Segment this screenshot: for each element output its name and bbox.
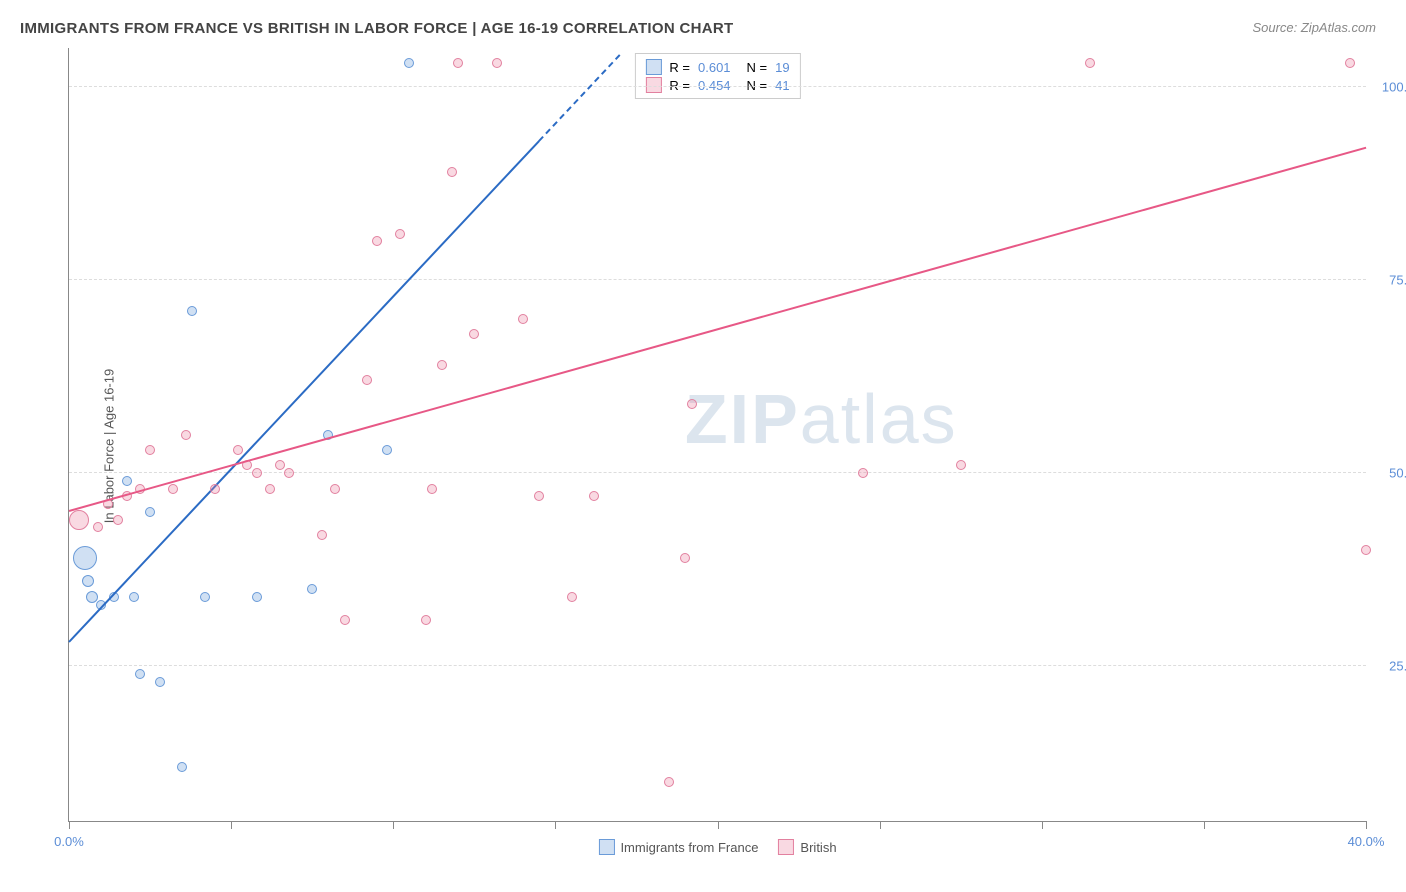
x-tick <box>69 821 70 829</box>
data-point-british <box>447 167 457 177</box>
data-point-france <box>200 592 210 602</box>
data-point-british <box>956 460 966 470</box>
data-point-british <box>181 430 191 440</box>
data-point-british <box>589 491 599 501</box>
data-point-british <box>469 329 479 339</box>
n-value-france: 19 <box>775 60 789 75</box>
x-tick <box>1042 821 1043 829</box>
data-point-british <box>1361 545 1371 555</box>
data-point-british <box>252 468 262 478</box>
data-point-british <box>284 468 294 478</box>
gridline <box>69 279 1366 280</box>
data-point-france <box>155 677 165 687</box>
trend-line-british <box>69 147 1367 512</box>
data-point-british <box>362 375 372 385</box>
trend-line-france <box>538 54 621 142</box>
data-point-british <box>437 360 447 370</box>
data-point-france <box>404 58 414 68</box>
y-tick-label: 75.0% <box>1389 272 1406 287</box>
data-point-british <box>427 484 437 494</box>
watermark-part1: ZIP <box>685 380 800 458</box>
data-point-france <box>122 476 132 486</box>
data-point-france <box>73 546 97 570</box>
data-point-british <box>518 314 528 324</box>
series-label-france: Immigrants from France <box>620 840 758 855</box>
data-point-british <box>93 522 103 532</box>
y-tick-label: 25.0% <box>1389 659 1406 674</box>
gridline <box>69 665 1366 666</box>
x-tick <box>1366 821 1367 829</box>
data-point-british <box>168 484 178 494</box>
x-tick <box>555 821 556 829</box>
swatch-france <box>598 839 614 855</box>
r-value-france: 0.601 <box>698 60 731 75</box>
data-point-british <box>687 399 697 409</box>
data-point-british <box>680 553 690 563</box>
x-tick-label: 40.0% <box>1348 834 1385 849</box>
watermark-part2: atlas <box>800 380 958 458</box>
data-point-british <box>858 468 868 478</box>
source-attribution: Source: ZipAtlas.com <box>1252 20 1376 35</box>
data-point-british <box>275 460 285 470</box>
data-point-british <box>421 615 431 625</box>
x-tick <box>880 821 881 829</box>
data-point-british <box>1085 58 1095 68</box>
data-point-british <box>567 592 577 602</box>
data-point-british <box>395 229 405 239</box>
data-point-france <box>307 584 317 594</box>
r-label: R = <box>669 60 690 75</box>
legend-series: Immigrants from France British <box>598 839 836 855</box>
data-point-france <box>145 507 155 517</box>
data-point-british <box>330 484 340 494</box>
trend-line-france <box>68 140 540 642</box>
chart-title: IMMIGRANTS FROM FRANCE VS BRITISH IN LAB… <box>20 20 1386 37</box>
data-point-british <box>233 445 243 455</box>
data-point-british <box>534 491 544 501</box>
gridline <box>69 472 1366 473</box>
legend-stats-row-france: R = 0.601 N = 19 <box>645 58 789 76</box>
data-point-france <box>382 445 392 455</box>
data-point-british <box>113 515 123 525</box>
data-point-british <box>210 484 220 494</box>
data-point-british <box>317 530 327 540</box>
data-point-british <box>664 777 674 787</box>
data-point-british <box>145 445 155 455</box>
data-point-france <box>129 592 139 602</box>
y-tick-label: 50.0% <box>1389 466 1406 481</box>
series-label-british: British <box>800 840 836 855</box>
watermark: ZIPatlas <box>685 379 958 459</box>
data-point-france <box>86 591 98 603</box>
data-point-british <box>1345 58 1355 68</box>
swatch-british <box>778 839 794 855</box>
gridline <box>69 86 1366 87</box>
x-tick <box>231 821 232 829</box>
data-point-british <box>265 484 275 494</box>
x-tick-label: 0.0% <box>54 834 84 849</box>
x-tick <box>393 821 394 829</box>
y-tick-label: 100.0% <box>1382 79 1406 94</box>
data-point-france <box>82 575 94 587</box>
correlation-chart: IMMIGRANTS FROM FRANCE VS BRITISH IN LAB… <box>20 20 1386 872</box>
x-tick <box>718 821 719 829</box>
data-point-france <box>135 669 145 679</box>
legend-stats: R = 0.601 N = 19 R = 0.454 N = 41 <box>634 53 800 99</box>
x-tick <box>1204 821 1205 829</box>
swatch-france <box>645 59 661 75</box>
data-point-british <box>492 58 502 68</box>
data-point-british <box>340 615 350 625</box>
legend-item-british: British <box>778 839 836 855</box>
legend-item-france: Immigrants from France <box>598 839 758 855</box>
plot-area: ZIPatlas R = 0.601 N = 19 R = 0.454 N = … <box>68 48 1366 822</box>
n-label: N = <box>747 60 768 75</box>
data-point-france <box>252 592 262 602</box>
data-point-france <box>187 306 197 316</box>
data-point-british <box>453 58 463 68</box>
data-point-british <box>69 510 89 530</box>
data-point-france <box>177 762 187 772</box>
data-point-british <box>372 236 382 246</box>
